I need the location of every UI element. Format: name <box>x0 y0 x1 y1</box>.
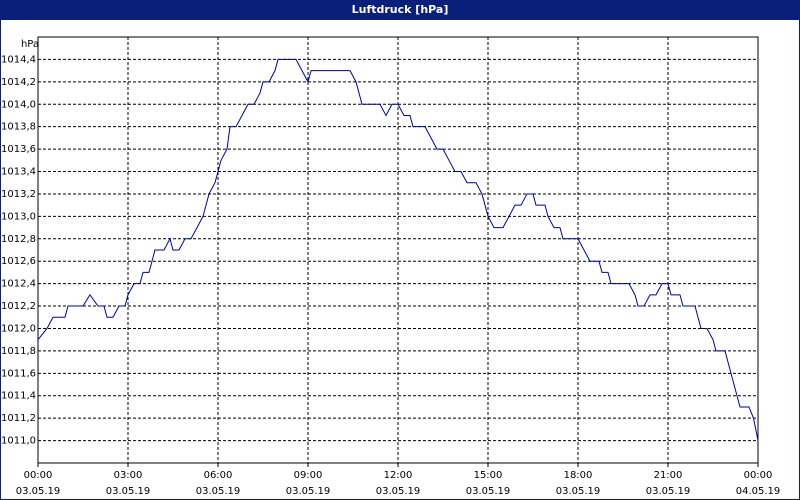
y-tick-label: 1012,4 <box>1 279 36 290</box>
x-tick-label: 00:00 04.05.19 <box>736 470 781 497</box>
y-tick-label: 1013,6 <box>1 144 36 155</box>
y-tick-label: 1011,8 <box>1 346 36 357</box>
x-tick-label: 00:00 03.05.19 <box>16 470 61 497</box>
y-tick-label: 1012,2 <box>1 301 36 312</box>
y-tick-label: 1011,2 <box>1 413 36 424</box>
x-tick-label: 18:00 03.05.19 <box>556 470 601 497</box>
y-tick-label: 1014,0 <box>1 99 36 110</box>
y-tick-label: 1013,0 <box>1 211 36 222</box>
x-tick-label: 12:00 03.05.19 <box>376 470 421 497</box>
x-tick-label: 03:00 03.05.19 <box>106 470 151 497</box>
y-tick-label: 1012,8 <box>1 234 36 245</box>
x-tick-label: 21:00 03.05.19 <box>646 470 691 497</box>
title-bar <box>0 0 800 20</box>
y-tick-label: 1012,6 <box>1 256 36 267</box>
chart-title: Luftdruck [hPa] <box>352 3 449 16</box>
y-tick-label: 1013,8 <box>1 122 36 133</box>
data-line <box>37 58 759 441</box>
y-tick-label: 1011,6 <box>1 368 36 379</box>
y-tick-label: 1013,4 <box>1 167 36 178</box>
x-tick-label: 15:00 03.05.19 <box>466 470 511 497</box>
y-tick-label: 1013,2 <box>1 189 36 200</box>
y-tick-label: 1014,4 <box>1 54 36 65</box>
y-tick-label: 1012,0 <box>1 323 36 334</box>
y-unit: hPa <box>21 39 39 50</box>
y-tick-label: 1011,4 <box>1 391 36 402</box>
x-tick-label: 06:00 03.05.19 <box>196 470 241 497</box>
y-tick-label: 1014,2 <box>1 77 36 88</box>
y-tick-label: 1011,0 <box>1 436 36 447</box>
x-tick-label: 09:00 03.05.19 <box>286 470 331 497</box>
